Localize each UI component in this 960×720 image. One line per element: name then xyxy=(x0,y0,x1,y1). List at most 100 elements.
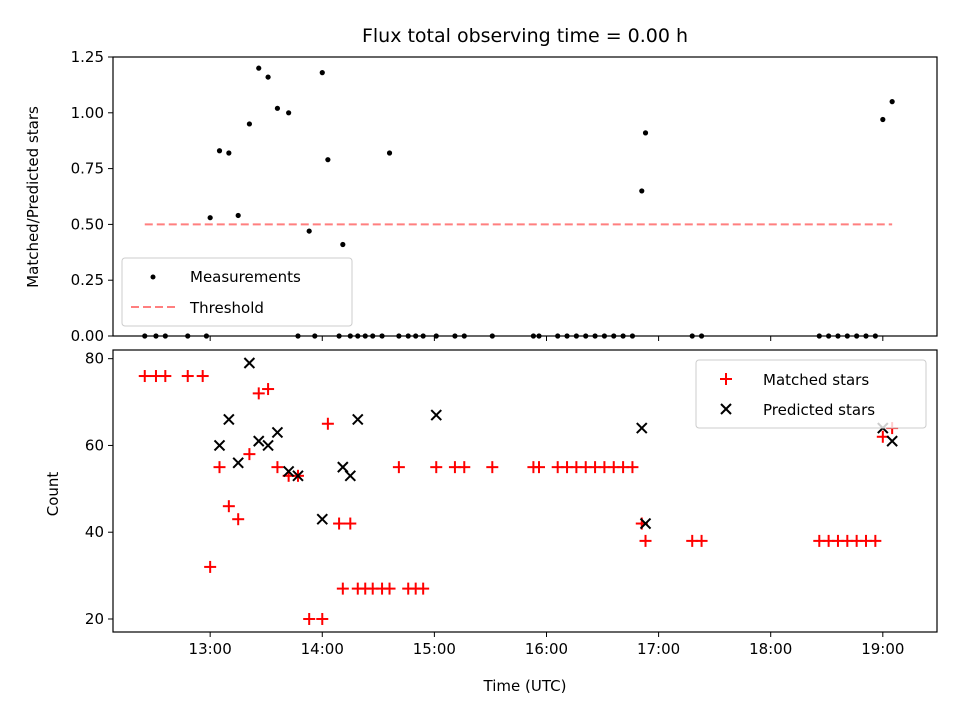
ratio-y-tick-label: 0.00 xyxy=(71,327,104,345)
predicted-star-stroke-b xyxy=(639,517,652,530)
matched-star-point xyxy=(695,534,708,547)
count-panel: 20 40 60 80 13:00 14:00 15:00 16:00 17:00 18:00 19… xyxy=(44,349,938,695)
measurement-point xyxy=(207,215,213,221)
measurement-point xyxy=(274,105,281,111)
matched-star-point xyxy=(213,461,226,474)
measurement-point xyxy=(306,228,312,234)
count-axes: 20 40 60 80 13:00 14:00 15:00 16:00 17:00 18:00 19… xyxy=(85,350,905,658)
predicted-star-stroke-b xyxy=(344,470,357,482)
matched-star-point xyxy=(626,461,639,474)
measurement-point xyxy=(642,130,649,136)
legend-matched-marker xyxy=(720,373,732,385)
predicted-star-stroke-b xyxy=(243,357,256,369)
measurement-point xyxy=(319,70,325,76)
measurement-point xyxy=(246,121,252,127)
measurement-point xyxy=(386,150,393,156)
matched-star-point xyxy=(321,417,334,430)
matched-star-point xyxy=(458,461,471,474)
count-y-axis-label: Count xyxy=(44,472,62,517)
predicted-star-stroke-b xyxy=(262,439,274,452)
matched-star-point xyxy=(232,513,245,526)
ratio-y-tick-label: 0.75 xyxy=(71,160,104,178)
measurement-point xyxy=(235,212,241,219)
predicted-star-point xyxy=(344,470,357,482)
count-legend: Matched stars Predicted stars xyxy=(695,359,927,429)
predicted-star-stroke-b xyxy=(430,409,442,421)
measurement-point xyxy=(256,65,262,71)
predicted-star-stroke-b xyxy=(282,465,295,478)
matched-star-point xyxy=(196,370,209,383)
chart-title: Flux total observing time = 0.00 h xyxy=(362,25,688,47)
matched-star-point xyxy=(243,448,256,461)
predicted-star-point xyxy=(253,435,265,447)
ratio-y-axis-label: Matched/Predicted stars xyxy=(24,106,42,288)
predicted-star-stroke-b xyxy=(253,435,265,447)
measurement-point xyxy=(265,74,271,80)
predicted-star-point xyxy=(262,439,274,452)
predicted-star-stroke-b xyxy=(232,457,244,469)
matched-star-point xyxy=(222,500,235,513)
ratio-y-tick-label: 0.50 xyxy=(71,215,104,233)
legend-matched-label: Matched stars xyxy=(763,371,869,389)
count-x-tick-label: 18:00 xyxy=(749,640,792,658)
predicted-star-point xyxy=(292,470,304,482)
ratio-legend-box xyxy=(121,257,353,327)
matched-star-point xyxy=(639,534,652,547)
count-x-tick-label: 14:00 xyxy=(301,640,344,658)
x-axis-label: Time (UTC) xyxy=(483,677,567,695)
predicted-star-point xyxy=(316,513,328,525)
matched-star-point xyxy=(383,582,396,595)
count-x-tick-label: 19:00 xyxy=(861,640,904,658)
matched-star-point xyxy=(392,461,405,474)
matched-star-point xyxy=(533,461,546,474)
count-x-tick-label: 13:00 xyxy=(189,640,232,658)
ratio-legend: Measurements Threshold xyxy=(121,257,353,327)
legend-measurements-marker xyxy=(150,274,156,280)
predicted-star-point xyxy=(232,457,244,469)
matched-star-point xyxy=(417,582,430,595)
matched-star-point xyxy=(336,582,349,595)
predicted-star-point xyxy=(352,413,364,426)
matched-star-point xyxy=(271,461,284,474)
predicted-star-stroke-b xyxy=(352,413,364,426)
matched-star-point xyxy=(303,612,316,625)
count-plot-frame xyxy=(112,349,938,633)
legend-measurements-label: Measurements xyxy=(190,268,301,286)
count-y-tick-label: 60 xyxy=(85,436,104,454)
legend-predicted-marker xyxy=(720,403,732,415)
predicted-star-stroke-b xyxy=(271,426,284,439)
predicted-star-point xyxy=(886,435,898,447)
predicted-star-stroke-b xyxy=(292,470,304,482)
count-marks xyxy=(138,357,899,625)
count-y-tick-label: 20 xyxy=(85,610,104,628)
measurement-point xyxy=(325,157,331,163)
ratio-axes: 0.00 0.25 0.50 0.75 1.00 1.25 xyxy=(71,48,884,345)
legend-predicted-label: Predicted stars xyxy=(763,401,875,419)
count-y-tick-label: 40 xyxy=(85,523,104,541)
matched-star-point xyxy=(316,612,329,625)
matched-star-point xyxy=(181,370,194,383)
ratio-y-tick-label: 0.25 xyxy=(71,271,104,289)
measurement-point xyxy=(340,241,346,248)
matched-star-point xyxy=(138,370,151,383)
predicted-star-stroke-b xyxy=(223,413,235,426)
matched-star-point xyxy=(262,383,275,396)
predicted-star-point xyxy=(636,422,648,434)
predicted-star-stroke-b xyxy=(213,439,226,452)
matched-star-point xyxy=(333,517,346,530)
matched-star-point xyxy=(159,370,172,383)
matched-star-point xyxy=(204,560,217,573)
ratio-plot-frame xyxy=(112,56,938,337)
predicted-star-point xyxy=(271,426,284,439)
predicted-star-point xyxy=(223,413,235,426)
ratio-panel: 0.00 0.25 0.50 0.75 1.00 1.25 Flux total obse… xyxy=(24,25,938,345)
matched-star-point xyxy=(486,461,499,474)
matched-star-point xyxy=(869,534,882,547)
predicted-star-point xyxy=(213,439,226,452)
count-x-tick-label: 16:00 xyxy=(525,640,568,658)
measurement-point xyxy=(889,99,895,105)
predicted-star-stroke-b xyxy=(316,513,328,525)
count-x-tick-label: 17:00 xyxy=(637,640,680,658)
matched-star-point xyxy=(430,461,443,474)
